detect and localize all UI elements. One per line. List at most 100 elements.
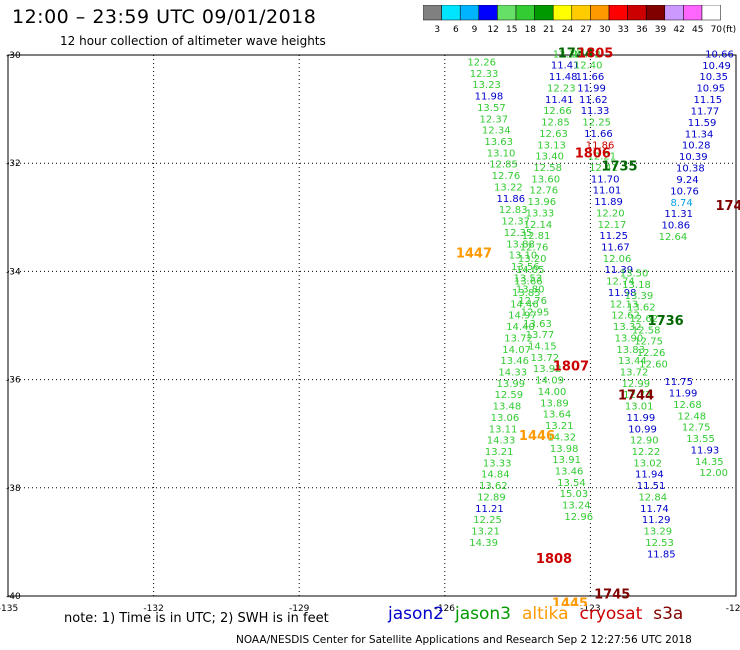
scale-label: 15 — [506, 25, 517, 35]
swh-value: 10.99 — [628, 424, 657, 435]
swh-value: 11.66 — [576, 72, 605, 83]
swh-value: 8.74 — [671, 198, 693, 209]
lon-tick-label: -123 — [580, 604, 600, 614]
swh-value: 12.62 — [611, 311, 640, 322]
pass-time-label: 1805 — [577, 46, 613, 61]
swh-value: 13.21 — [485, 447, 514, 458]
swh-value: 13.99 — [496, 379, 525, 390]
scale-label: 36 — [636, 25, 648, 35]
swh-value: 13.46 — [500, 356, 529, 367]
swh-value: 12.26 — [467, 57, 496, 68]
swh-value: 11.41 — [545, 95, 574, 106]
swh-value: 12.66 — [543, 106, 572, 117]
swh-value: 14.07 — [502, 345, 531, 356]
swh-value: 11.59 — [688, 118, 717, 129]
swh-value: 13.21 — [545, 421, 574, 432]
swh-value: 12.13 — [610, 299, 639, 310]
swh-value: 13.23 — [472, 80, 501, 91]
lon-tick-label: -126 — [435, 604, 456, 614]
swh-value: 13.02 — [633, 458, 662, 469]
swh-value: 13.11 — [489, 424, 518, 435]
wave-height-color-scale: 3 6 9 12 15 18 21 24 27 30 33 36 39 42 45 70 (ft) — [423, 5, 736, 35]
scale-label: 6 — [453, 25, 459, 35]
swh-value: 13.06 — [491, 413, 520, 424]
lat-tick-label: -36 — [6, 376, 21, 386]
pass-time-label: 1734 — [558, 46, 594, 61]
scale-label: 42 — [673, 25, 684, 35]
swh-value: 14.05 — [516, 265, 545, 276]
swh-value: 13.10 — [487, 148, 516, 159]
scale-label: 39 — [655, 25, 667, 35]
swh-value: 13.72 — [504, 333, 533, 344]
swh-value: 11.01 — [593, 186, 622, 197]
swh-value: 12.58 — [632, 325, 661, 336]
swh-value: 13.63 — [484, 137, 513, 148]
swh-value: 11.89 — [594, 197, 623, 208]
page-subtitle: 12 hour collection of altimeter wave hei… — [60, 34, 326, 48]
swh-value: 13.13 — [537, 140, 566, 151]
swh-value: 13.55 — [686, 434, 715, 445]
legend-jason3: jason3 — [455, 604, 511, 624]
swh-value: 11.25 — [599, 231, 628, 242]
swh-value: 12.83 — [499, 205, 528, 216]
map-frame — [7, 54, 737, 597]
swh-value: 12.21 — [587, 152, 616, 163]
swh-value: 12.64 — [659, 232, 688, 243]
swh-value: 13.80 — [516, 285, 545, 296]
scale-label: 9 — [472, 25, 478, 35]
swh-value: 10.38 — [676, 164, 705, 175]
swh-value: 12.99 — [621, 379, 650, 390]
swh-value: 12.62 — [629, 314, 658, 325]
swh-value: 12.58 — [533, 163, 562, 174]
lat-tick-label: -32 — [6, 159, 21, 169]
pass-time-label: 1745 — [594, 587, 630, 602]
lon-tick-label: -120 — [726, 604, 740, 614]
swh-value: 10.49 — [702, 61, 731, 72]
scale-label: 33 — [618, 25, 629, 35]
swh-value: 10.66 — [705, 49, 734, 60]
pass-time-label: 1807 — [553, 360, 589, 375]
swh-value: 11.29 — [642, 515, 671, 526]
swh-value: 12.59 — [495, 390, 524, 401]
swh-value: 11.99 — [627, 413, 656, 424]
swh-value: 12.25 — [473, 515, 502, 526]
swh-value: 11.41 — [551, 61, 580, 72]
swh-value: 13.98 — [550, 444, 579, 455]
swh-value: 11.77 — [691, 106, 720, 117]
pass-time-label: 1445 — [552, 597, 588, 612]
swh-value: 13.24 — [562, 501, 591, 512]
swh-value: 12.26 — [637, 348, 666, 359]
swh-value: 13.72 — [620, 367, 649, 378]
swh-value: 13.63 — [523, 319, 552, 330]
swh-value: 14.09 — [535, 376, 564, 387]
swh-value: 12.81 — [522, 231, 551, 242]
pass-time-label: 1806 — [575, 146, 611, 161]
swh-value: 12.33 — [470, 69, 499, 80]
swh-value: 12.53 — [645, 538, 674, 549]
swh-value: 13.66 — [514, 277, 543, 288]
swh-value: 14.33 — [498, 367, 527, 378]
swh-value: 13.01 — [625, 402, 654, 413]
swh-value: 12.85 — [489, 160, 518, 171]
swh-value: 11.21 — [475, 504, 504, 515]
swh-value: 11.31 — [664, 209, 693, 220]
swh-value: 12.96 — [564, 512, 593, 523]
pass-time-label: 1808 — [536, 552, 572, 567]
swh-value: 12.76 — [520, 243, 549, 254]
swh-value: 12.77 — [623, 390, 652, 401]
lat-tick-label: -40 — [6, 592, 21, 602]
swh-value: 11.15 — [694, 95, 723, 106]
scale-label: 18 — [525, 25, 537, 35]
swh-value: 10.39 — [679, 152, 708, 163]
swh-value: 13.54 — [557, 478, 586, 489]
scale-label: 24 — [562, 25, 574, 35]
swh-value: 12.60 — [639, 359, 668, 370]
scale-label: 21 — [543, 25, 554, 35]
swh-value: 13.33 — [483, 458, 512, 469]
swh-value: 13.40 — [535, 152, 564, 163]
swh-value: 13.90 — [615, 333, 644, 344]
swh-value: 12.75 — [634, 337, 663, 348]
swh-value: 10.86 — [661, 221, 690, 232]
swh-value: 10.28 — [682, 141, 711, 152]
swh-value: 13.29 — [644, 527, 673, 538]
